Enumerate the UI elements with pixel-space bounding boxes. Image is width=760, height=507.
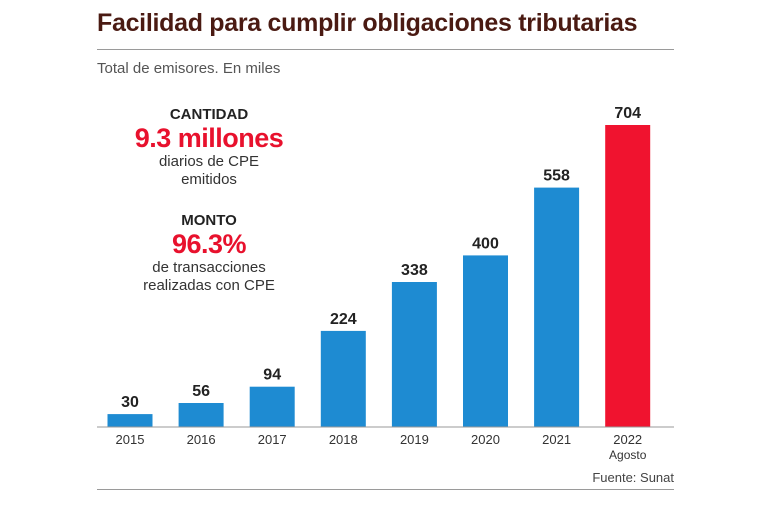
value-label-2022: 704 xyxy=(614,105,641,122)
bar-2016 xyxy=(178,403,224,427)
chart-title: Facilidad para cumplir obligaciones trib… xyxy=(97,9,638,37)
bar-2018 xyxy=(320,330,366,427)
value-label-2017: 94 xyxy=(263,367,281,384)
stat-cantidad-value: 9.3 millones xyxy=(134,123,284,153)
category-sublabel-2022: Agosto xyxy=(609,448,647,462)
value-label-2018: 224 xyxy=(330,311,357,328)
category-label-2021: 2021 xyxy=(542,432,571,447)
value-label-2015: 30 xyxy=(121,394,139,411)
bar-2017 xyxy=(249,386,295,427)
category-label-2022: 2022 xyxy=(613,432,642,447)
bar-2015 xyxy=(107,414,153,427)
bar-2020 xyxy=(463,255,508,427)
stat-monto-desc-1: de transacciones xyxy=(152,259,266,276)
value-label-2016: 56 xyxy=(192,383,210,400)
value-label-2019: 338 xyxy=(401,262,428,279)
stat-cantidad-desc-1: diarios de CPE xyxy=(158,153,260,170)
bar-2021 xyxy=(534,187,580,427)
source-note: Fuente: Sunat xyxy=(592,470,674,485)
stat-monto-label: MONTO xyxy=(181,212,237,229)
category-label-2019: 2019 xyxy=(400,432,429,447)
stat-monto-desc-2: realizadas con CPE xyxy=(143,277,275,294)
category-label-2015: 2015 xyxy=(116,432,145,447)
stat-cantidad: CANTIDAD 9.3 millones diarios de CPE emi… xyxy=(100,106,318,189)
bar-2019 xyxy=(391,282,437,427)
title-divider xyxy=(97,49,674,50)
footer-divider xyxy=(97,489,674,490)
category-label-2018: 2018 xyxy=(329,432,358,447)
category-label-2016: 2016 xyxy=(187,432,216,447)
chart-subtitle: Total de emisores. En miles xyxy=(97,60,281,77)
stat-cantidad-label: CANTIDAD xyxy=(169,106,249,123)
value-label-2020: 400 xyxy=(472,235,499,252)
bar-2022 xyxy=(605,125,651,427)
category-label-2020: 2020 xyxy=(471,432,500,447)
category-label-2017: 2017 xyxy=(258,432,287,447)
value-label-2021: 558 xyxy=(543,168,570,185)
stat-cantidad-desc-2: emitidos xyxy=(181,171,237,188)
stat-monto: MONTO 96.3% de transacciones realizadas … xyxy=(100,212,318,295)
stat-monto-value: 96.3% xyxy=(171,229,247,259)
